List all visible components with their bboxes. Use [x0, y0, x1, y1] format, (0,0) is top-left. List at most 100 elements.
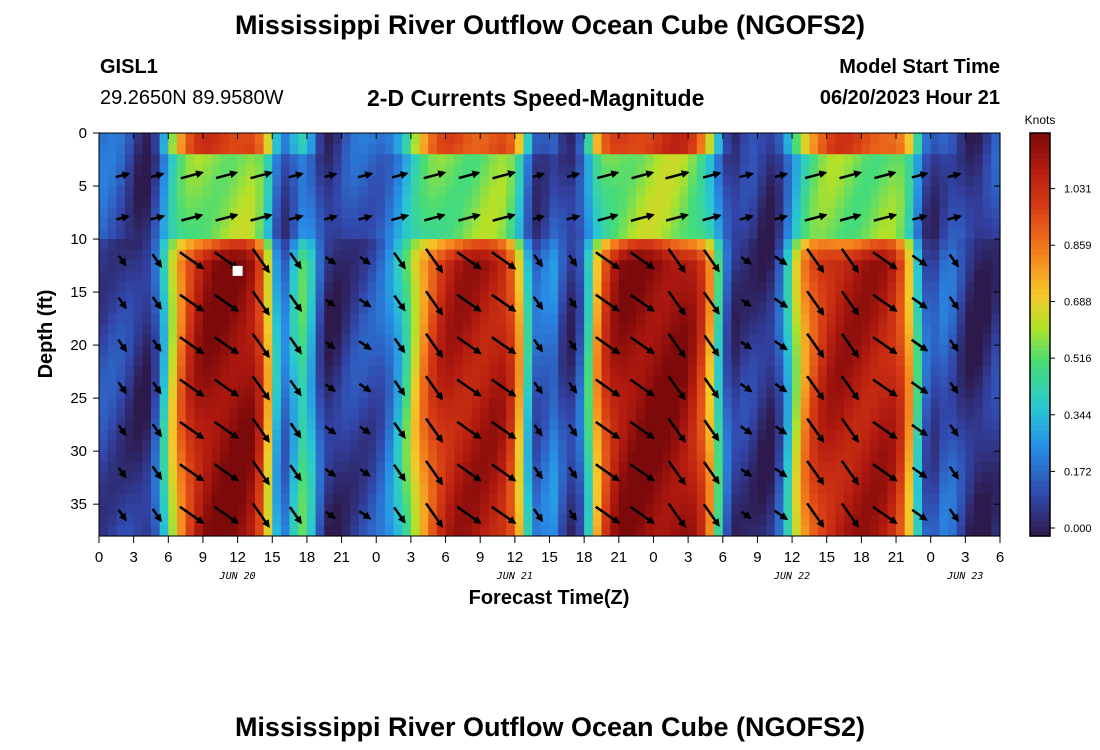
current-arrow [948, 465, 959, 480]
heat-cell [974, 461, 984, 473]
heat-cell [714, 228, 724, 240]
heat-cell [618, 504, 629, 516]
heat-cell [653, 345, 663, 357]
current-arrow [667, 460, 686, 486]
heat-cell [636, 387, 646, 399]
heat-cell [514, 440, 525, 452]
heat-cell [852, 143, 862, 155]
heat-cell [384, 408, 395, 420]
heat-cell [289, 133, 299, 145]
heat-cell [774, 376, 785, 389]
heat-cell [211, 228, 221, 240]
heat-cell [870, 493, 880, 505]
heat-cell [228, 408, 239, 420]
heat-cell [315, 451, 325, 463]
heat-cell [532, 164, 542, 177]
heat-cell [176, 143, 187, 155]
heat-cell [419, 281, 429, 293]
heat-cell [662, 323, 672, 336]
heat-cell [168, 334, 178, 346]
heat-cell [419, 196, 429, 208]
heat-cell [644, 196, 655, 208]
heat-cell [324, 217, 334, 230]
heat-cell [956, 292, 966, 304]
current-arrow [568, 466, 578, 480]
heat-cell [185, 504, 195, 516]
heat-cell [878, 175, 888, 187]
heat-cell [774, 514, 785, 526]
heat-cell [462, 408, 473, 420]
heat-cell [688, 482, 698, 495]
heat-cell [540, 186, 551, 198]
heat-cell [887, 398, 897, 410]
heat-cell [228, 292, 239, 304]
heat-cell [142, 345, 152, 357]
heat-cell [852, 440, 862, 452]
heat-cell [194, 292, 204, 304]
heat-cell [991, 525, 1001, 537]
heat-cell [324, 345, 334, 357]
heat-cell [124, 196, 135, 208]
heat-cell [688, 514, 698, 526]
heat-cell [393, 323, 403, 336]
heat-cell [159, 164, 169, 177]
heat-cell [740, 207, 750, 219]
current-arrow [595, 378, 621, 397]
heat-cell [913, 408, 923, 420]
heat-cell [211, 504, 221, 516]
heat-cell [558, 175, 568, 187]
heat-cell [410, 482, 421, 495]
current-arrow [289, 464, 302, 482]
heat-cell [428, 440, 438, 452]
heat-cell [488, 239, 499, 251]
heat-cell [194, 461, 204, 473]
heat-cell [696, 186, 707, 198]
heat-cell [228, 281, 239, 293]
heat-cell [887, 154, 897, 166]
heat-cell [228, 493, 239, 505]
heat-cell [696, 260, 707, 272]
colorbar-cell [1030, 530, 1050, 537]
heat-cell [315, 461, 325, 473]
heat-cell [298, 239, 308, 251]
heat-cell [783, 323, 793, 336]
current-arrow [179, 463, 205, 482]
heat-cell [575, 461, 585, 473]
heat-cell [436, 281, 447, 293]
heat-cell [133, 408, 143, 420]
heat-cell [350, 186, 360, 198]
current-arrow [251, 248, 270, 274]
heat-cell [991, 228, 1001, 240]
heat-cell [107, 260, 117, 272]
heat-cell [584, 228, 594, 240]
heat-cell [107, 408, 117, 420]
heat-cell [627, 482, 637, 495]
heat-cell [298, 217, 308, 230]
heat-cell [107, 514, 117, 526]
current-arrow [629, 293, 656, 312]
current-arrow [215, 170, 239, 180]
heat-cell [705, 525, 715, 537]
heat-cell [826, 260, 836, 272]
heat-cell [246, 292, 256, 304]
heat-cell [419, 419, 429, 431]
heat-cell [679, 419, 689, 431]
current-arrow [491, 336, 517, 355]
heat-cell [99, 249, 109, 261]
heat-cell [566, 207, 577, 219]
heat-cell [705, 164, 715, 177]
heat-cell [540, 504, 551, 516]
heat-cell [887, 323, 897, 336]
heat-cell [211, 482, 221, 495]
heat-cell [939, 451, 949, 463]
heat-cell [731, 292, 741, 304]
heat-cell [558, 133, 568, 145]
heat-cell [601, 334, 611, 346]
heat-cell [575, 313, 585, 325]
heat-cell [982, 387, 992, 399]
heat-cell [904, 504, 914, 516]
heat-cell [696, 408, 707, 420]
heat-cell [792, 398, 802, 410]
heat-cell [289, 143, 299, 155]
heat-cell [679, 366, 689, 378]
